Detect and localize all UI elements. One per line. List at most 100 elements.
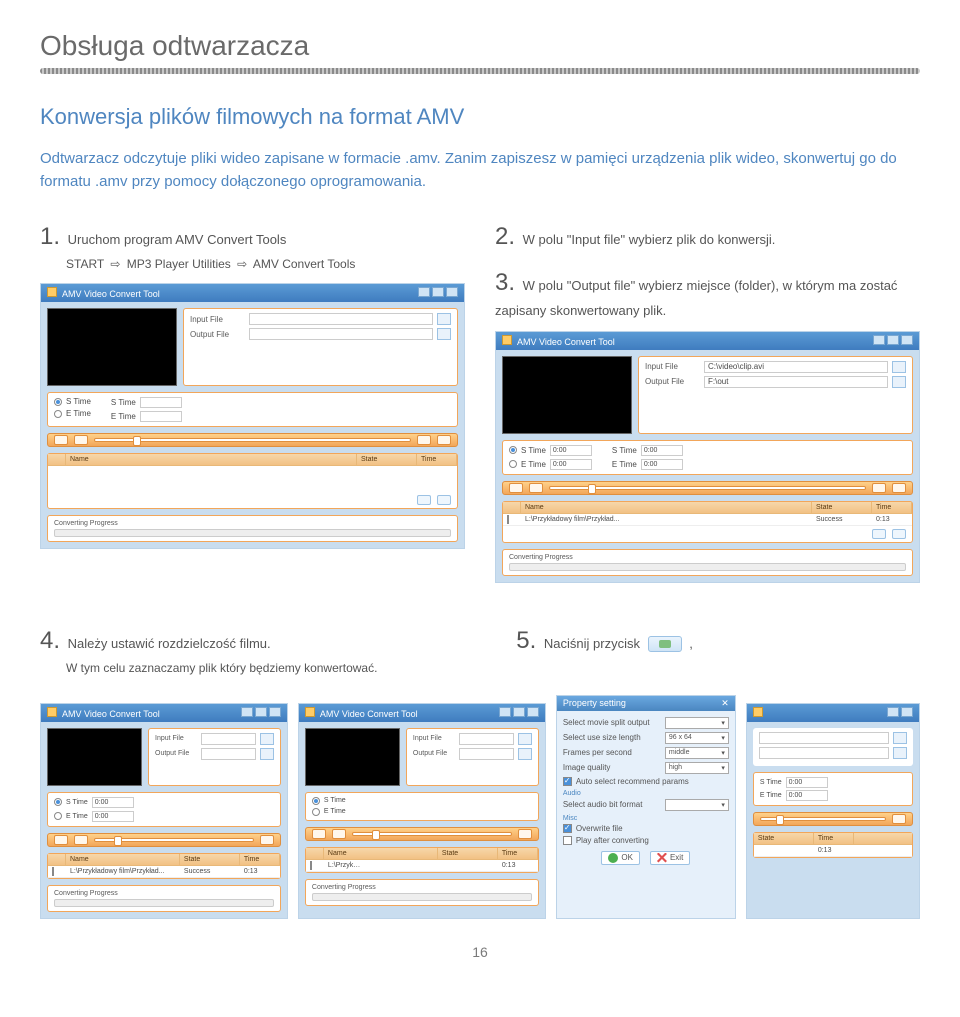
step-5-text: Naciśnij przycisk: [544, 636, 640, 651]
stime-box[interactable]: [140, 397, 182, 408]
exit-button[interactable]: Exit: [650, 851, 690, 865]
playback-controls[interactable]: [753, 812, 913, 826]
etime-radio[interactable]: [312, 808, 320, 816]
stime-value-2[interactable]: 0:00: [641, 445, 683, 456]
stop-button[interactable]: [529, 483, 543, 493]
input-browse-button[interactable]: [437, 313, 451, 325]
col-state: State: [357, 454, 417, 465]
output-browse-button[interactable]: [518, 748, 532, 760]
input-browse-button[interactable]: [260, 733, 274, 745]
stime-radio[interactable]: [54, 398, 62, 406]
close-icon[interactable]: ✕: [721, 698, 729, 709]
list-row[interactable]: L:\Przykładowy film\Przykład...Success0:…: [48, 866, 280, 878]
input-browse-button[interactable]: [518, 733, 532, 745]
output-file-field[interactable]: [201, 748, 256, 760]
row-time: 0:13: [498, 860, 538, 871]
progress-label: Converting Progress: [312, 884, 532, 891]
input-file-field[interactable]: [759, 732, 889, 744]
etime-value[interactable]: 0:00: [786, 790, 828, 801]
play-button[interactable]: [54, 435, 68, 445]
play-button[interactable]: [509, 483, 523, 493]
output-file-field[interactable]: F:\out: [704, 376, 888, 388]
row-name: L:\Przykładowy film\Przykład...: [521, 514, 812, 525]
playback-controls[interactable]: [305, 827, 539, 841]
pp-check-overwrite[interactable]: [563, 824, 572, 833]
playback-controls[interactable]: [502, 481, 913, 495]
pp-select-split[interactable]: ▾: [665, 717, 729, 729]
seek-slider[interactable]: [94, 438, 411, 442]
input-file-field[interactable]: [201, 733, 256, 745]
list-remove-button[interactable]: [892, 529, 906, 539]
browse-button[interactable]: [893, 732, 907, 744]
col-name: Name: [324, 848, 438, 859]
etime-radio[interactable]: [509, 460, 517, 468]
window-buttons[interactable]: [885, 707, 913, 719]
pp-select-fps[interactable]: middle▾: [665, 747, 729, 759]
list-add-button[interactable]: [417, 495, 431, 505]
pp-audio-label: Audio: [563, 790, 729, 797]
input-file-field[interactable]: C:\video\clip.avi: [704, 361, 888, 373]
etime-radio[interactable]: [54, 812, 62, 820]
playback-controls[interactable]: [47, 433, 458, 447]
stime-radio[interactable]: [509, 446, 517, 454]
etime-value[interactable]: 0:00: [550, 459, 592, 470]
stime-radio[interactable]: [312, 797, 320, 805]
playback-controls[interactable]: [47, 833, 281, 847]
file-panel: Input File Output File: [183, 308, 458, 386]
list-row[interactable]: 0:13: [754, 845, 912, 857]
ok-button[interactable]: OK: [601, 851, 640, 865]
output-browse-button[interactable]: [260, 748, 274, 760]
window-buttons[interactable]: [239, 707, 281, 719]
output-browse-button[interactable]: [437, 328, 451, 340]
output-browse-button[interactable]: [892, 376, 906, 388]
pp-check-playafter[interactable]: [563, 836, 572, 845]
etime-value[interactable]: 0:00: [92, 811, 134, 822]
app-icon: [47, 287, 57, 297]
step-3-number: 3.: [495, 269, 515, 296]
amv-titlebar: AMV Video Convert Tool: [496, 332, 919, 350]
stop-button[interactable]: [74, 435, 88, 445]
help-button[interactable]: [437, 435, 451, 445]
pp-check-auto[interactable]: [563, 777, 572, 786]
etime-box[interactable]: [140, 411, 182, 422]
browse-button[interactable]: [893, 747, 907, 759]
output-file-field[interactable]: [459, 748, 514, 760]
row-check[interactable]: [310, 861, 312, 870]
output-file-field[interactable]: [759, 747, 889, 759]
row-state: Success: [812, 514, 872, 525]
input-file-field[interactable]: [459, 733, 514, 745]
pp-select-quality[interactable]: high▾: [665, 762, 729, 774]
etime-value-2[interactable]: 0:00: [641, 459, 683, 470]
list-row[interactable]: L:\Przyk…0:13: [306, 860, 538, 872]
stime-value[interactable]: 0:00: [550, 445, 592, 456]
list-add-button[interactable]: [872, 529, 886, 539]
list-row[interactable]: L:\Przykładowy film\Przykład... Success …: [503, 514, 912, 526]
etime-label: E Time: [66, 813, 88, 820]
stime-value[interactable]: 0:00: [786, 777, 828, 788]
convert-button[interactable]: [872, 483, 886, 493]
output-file-field[interactable]: [249, 328, 433, 340]
step-5-number: 5.: [516, 627, 536, 654]
pp-select-size[interactable]: 96 x 64▾: [665, 732, 729, 744]
input-file-field[interactable]: [249, 313, 433, 325]
row-check[interactable]: [507, 515, 509, 524]
amv-titlebar: AMV Video Convert Tool: [299, 704, 545, 722]
file-list-panel: Name State Time L:\Przykładowy film\Przy…: [502, 501, 913, 543]
pp-select-audio[interactable]: ▾: [665, 799, 729, 811]
stime-radio[interactable]: [54, 798, 62, 806]
stime-value[interactable]: 0:00: [92, 797, 134, 808]
row-state: Success: [180, 866, 240, 877]
input-browse-button[interactable]: [892, 361, 906, 373]
video-preview: [305, 728, 400, 786]
etime-radio[interactable]: [54, 410, 62, 418]
row-check[interactable]: [52, 867, 54, 876]
window-buttons[interactable]: [871, 335, 913, 347]
list-remove-button[interactable]: [437, 495, 451, 505]
help-button[interactable]: [892, 483, 906, 493]
window-buttons[interactable]: [497, 707, 539, 719]
window-buttons[interactable]: [416, 287, 458, 299]
step-5-comma: ,: [689, 636, 693, 651]
col-state: State: [180, 854, 240, 865]
seek-slider[interactable]: [549, 486, 866, 490]
convert-button[interactable]: [417, 435, 431, 445]
